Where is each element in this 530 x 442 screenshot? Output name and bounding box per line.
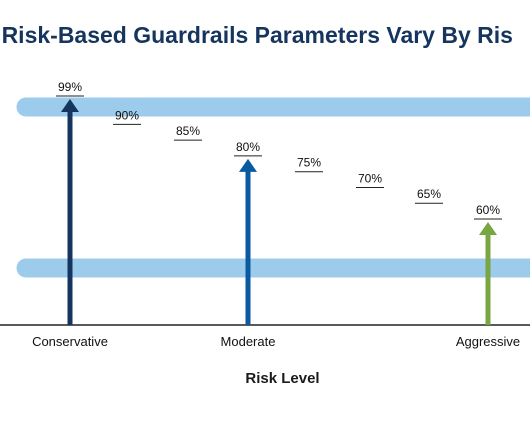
category-label-2: Aggressive: [456, 334, 520, 349]
chart-title: le Risk-Based Guardrails Parameters Vary…: [0, 22, 530, 49]
intermediate-label-2: 75%: [297, 156, 321, 170]
intermediate-label-3: 70%: [358, 171, 382, 185]
intermediate-label-1: 85%: [176, 124, 200, 138]
intermediate-label-4: 65%: [417, 187, 441, 201]
value-label-0: 99%: [58, 80, 82, 94]
value-label-2: 60%: [476, 203, 500, 217]
intermediate-label-0: 90%: [115, 108, 139, 122]
arrow-head-2: [479, 222, 497, 235]
arrow-head-1: [239, 158, 257, 172]
category-label-1: Moderate: [221, 334, 276, 349]
value-label-1: 80%: [236, 140, 260, 154]
x-axis-title: Risk Level: [245, 370, 320, 387]
arrow-head-0: [61, 99, 79, 112]
category-label-0: Conservative: [32, 334, 108, 349]
chart-title-text: le Risk-Based Guardrails Parameters Vary…: [0, 22, 513, 48]
